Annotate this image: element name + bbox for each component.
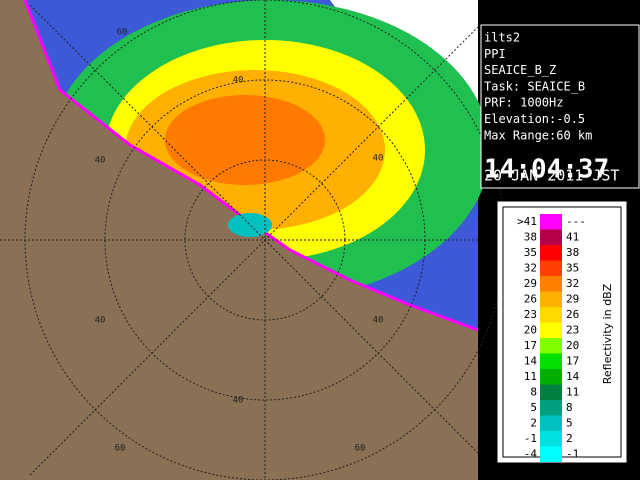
color-swatch: [540, 431, 562, 447]
legend-high: 35: [566, 261, 579, 274]
legend-low: 32: [524, 261, 537, 274]
color-swatch: [540, 338, 562, 354]
azimuth-line: [29, 4, 479, 454]
legend-low: 38: [524, 230, 537, 243]
range-label: 40: [233, 396, 244, 406]
color-swatch: [540, 291, 562, 307]
legend-low: 26: [524, 292, 537, 305]
land: [0, 0, 478, 480]
color-swatch: [540, 400, 562, 416]
legend-high: 23: [566, 323, 579, 336]
legend-high: 2: [566, 432, 573, 445]
range-label: 40: [95, 156, 106, 166]
legend-low: 17: [524, 339, 537, 352]
color-swatch: [540, 229, 562, 245]
info-line: Elevation:-0.5: [484, 112, 585, 126]
range-label: 40: [373, 154, 384, 164]
legend-low: 11: [524, 370, 537, 383]
date: 20 JAN 2011 JST: [484, 167, 619, 185]
legend-high: 8: [566, 401, 573, 414]
echo-near: [228, 213, 272, 237]
info-line: SEAICE_B_Z: [484, 63, 556, 77]
legend-low: 23: [524, 308, 537, 321]
color-swatch: [540, 276, 562, 292]
legend-title: Reflectivity in dBZ: [601, 283, 614, 384]
color-swatch: [540, 384, 562, 400]
legend-high: 20: [566, 339, 579, 352]
legend-high: 11: [566, 385, 579, 398]
legend-high: 32: [566, 277, 579, 290]
azimuth-line: [29, 26, 479, 476]
range-label: 60: [115, 444, 126, 454]
info-line: PRF: 1000Hz: [484, 96, 563, 110]
legend-high: 17: [566, 354, 579, 367]
range-label: 40: [373, 316, 384, 326]
color-swatch: [540, 260, 562, 276]
time: 14:04:37: [484, 155, 609, 185]
echo-red: [165, 95, 325, 185]
legend-high: 26: [566, 308, 579, 321]
legend-high: 14: [566, 370, 580, 383]
color-swatch: [540, 446, 562, 462]
info-panel: [480, 24, 640, 189]
range-label: 60: [117, 28, 128, 38]
legend-high: 41: [566, 230, 579, 243]
legend-high: ---: [566, 215, 586, 228]
info-line: ilts2: [484, 31, 520, 45]
color-swatch: [540, 307, 562, 323]
legend-low: 20: [524, 323, 537, 336]
legend-high: 29: [566, 292, 579, 305]
color-swatch: [540, 369, 562, 385]
legend-high: -1: [566, 447, 579, 460]
legend-low: 2: [530, 416, 537, 429]
color-swatch: [540, 245, 562, 261]
legend-low: 35: [524, 246, 537, 259]
map: [0, 0, 506, 480]
range-label: 60: [355, 444, 366, 454]
legend-high: 38: [566, 246, 579, 259]
info-line: PPI: [484, 47, 506, 61]
color-swatch: [540, 353, 562, 369]
color-swatch: [540, 415, 562, 431]
legend-low: -4: [524, 447, 538, 460]
range-label: 40: [95, 316, 106, 326]
legend-low: 5: [530, 401, 537, 414]
info-line: Task: SEAICE_B: [484, 79, 585, 93]
range-label: 40: [233, 76, 244, 86]
color-swatch: [540, 214, 562, 230]
legend-low: >41: [517, 215, 537, 228]
legend-low: 29: [524, 277, 537, 290]
info-line: Max Range:60 km: [484, 128, 592, 142]
color-swatch: [540, 322, 562, 338]
legend-low: 14: [524, 354, 538, 367]
legend-high: 5: [566, 416, 573, 429]
legend-low: 8: [530, 385, 537, 398]
legend-low: -1: [524, 432, 537, 445]
